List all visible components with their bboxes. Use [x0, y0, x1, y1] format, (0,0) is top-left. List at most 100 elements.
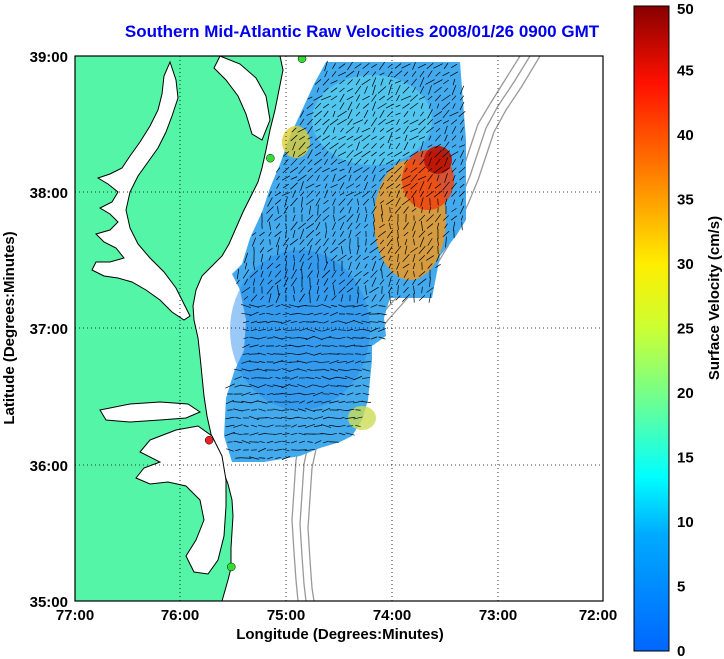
- velocity-vector: [300, 181, 304, 191]
- velocity-vector: [361, 361, 371, 363]
- velocity-vector: [413, 197, 415, 207]
- velocity-vector: [362, 377, 370, 379]
- velocity-vector: [233, 408, 243, 412]
- velocity-vector: [332, 127, 336, 133]
- velocity-vector: [387, 152, 393, 156]
- velocity-vector: [346, 392, 354, 396]
- velocity-vector: [332, 63, 336, 69]
- velocity-vector: [403, 79, 409, 85]
- x-tick-label: 77:00: [56, 607, 94, 624]
- velocity-vector: [353, 135, 363, 141]
- velocity-vector: [381, 269, 383, 279]
- velocity-vector: [301, 196, 303, 208]
- velocity-vector: [257, 384, 267, 388]
- velocity-vector: [426, 223, 434, 229]
- velocity-vector: [459, 119, 465, 125]
- velocity-vector: [372, 159, 376, 165]
- velocity-vector: [307, 159, 313, 165]
- velocity-vector: [259, 247, 265, 253]
- velocity-vector: [306, 238, 314, 246]
- velocity-vector: [251, 232, 257, 236]
- velocity-vector: [421, 206, 423, 214]
- velocity-vector: [434, 150, 442, 158]
- velocity-vector: [275, 457, 281, 459]
- velocity-vector: [395, 142, 401, 150]
- velocity-vector: [266, 393, 274, 395]
- velocity-vector: [276, 255, 280, 261]
- velocity-vector: [363, 224, 369, 228]
- velocity-vector: [404, 134, 408, 142]
- velocity-patch-north: [312, 75, 432, 165]
- velocity-vector: [353, 328, 363, 332]
- velocity-vector: [356, 127, 360, 133]
- velocity-vector: [461, 221, 463, 231]
- velocity-vector: [346, 213, 354, 223]
- velocity-vector: [322, 118, 330, 126]
- velocity-vector: [243, 425, 249, 427]
- velocity-vector: [321, 142, 331, 150]
- velocity-vector: [458, 111, 466, 117]
- velocity-vector: [346, 336, 354, 340]
- velocity-vector: [378, 118, 386, 126]
- velocity-vector: [395, 136, 401, 140]
- velocity-vector: [250, 320, 258, 324]
- velocity-vector: [330, 254, 338, 262]
- velocity-vector: [292, 141, 296, 151]
- velocity-vector: [299, 239, 305, 245]
- velocity-vector: [419, 295, 425, 301]
- velocity-vector: [452, 174, 456, 182]
- velocity-vector: [361, 190, 371, 198]
- velocity-vector: [257, 447, 267, 453]
- velocity-vector: [332, 239, 336, 245]
- velocity-vector: [322, 361, 330, 363]
- velocity-vector: [241, 360, 251, 364]
- velocity-vector: [330, 80, 338, 84]
- velocity-vector: [314, 118, 322, 126]
- velocity-vector: [434, 86, 442, 94]
- velocity-vector: [249, 270, 259, 278]
- velocity-vector: [234, 376, 242, 380]
- velocity-vector: [371, 143, 377, 149]
- velocity-vector: [444, 125, 448, 135]
- velocity-vector: [274, 191, 282, 197]
- velocity-vector: [320, 433, 332, 435]
- velocity-vector: [397, 222, 399, 230]
- velocity-vector: [337, 110, 347, 118]
- velocity-vector: [361, 352, 371, 356]
- velocity-vector: [426, 62, 434, 70]
- velocity-vector: [371, 294, 377, 302]
- velocity-vector: [259, 278, 265, 286]
- velocity-vector: [276, 175, 280, 181]
- velocity-vector: [266, 440, 274, 444]
- velocity-vector: [388, 143, 392, 149]
- velocity-vector: [332, 231, 336, 237]
- velocity-vector: [379, 279, 385, 285]
- velocity-vector: [313, 424, 323, 428]
- velocity-vector: [442, 181, 450, 191]
- velocity-vector: [420, 103, 424, 109]
- velocity-vector: [347, 255, 353, 261]
- velocity-vector: [362, 384, 370, 388]
- velocity-vector: [235, 417, 241, 419]
- velocity-vector: [307, 417, 313, 419]
- velocity-vector: [388, 263, 392, 269]
- velocity-vector: [346, 328, 354, 332]
- velocity-vector: [299, 253, 305, 263]
- pamlico-sound: [135, 425, 227, 575]
- velocity-vector: [395, 174, 401, 182]
- velocity-vector: [379, 168, 385, 172]
- velocity-vector: [372, 174, 376, 182]
- velocity-vector: [329, 400, 339, 404]
- velocity-vector: [249, 392, 259, 396]
- velocity-vector: [339, 93, 345, 103]
- velocity-vector: [354, 360, 362, 364]
- velocity-vector: [418, 126, 426, 134]
- velocity-vector: [340, 294, 344, 302]
- velocity-vector: [307, 384, 313, 388]
- velocity-vector: [290, 221, 298, 231]
- velocity-vector: [451, 84, 457, 96]
- velocity-vector: [242, 320, 250, 324]
- velocity-vector: [371, 136, 377, 140]
- velocity-vector: [353, 375, 363, 381]
- velocity-vector: [428, 151, 432, 157]
